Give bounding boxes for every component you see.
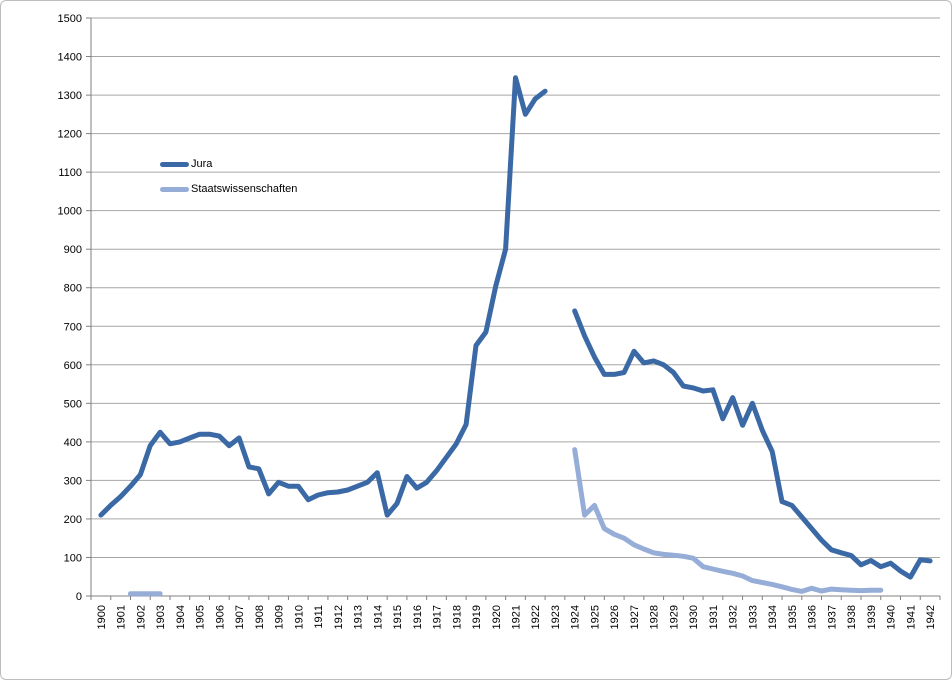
x-tick-label: 1935: [787, 605, 799, 629]
x-tick-label: 1921: [511, 605, 523, 629]
y-tick-label: 700: [64, 321, 82, 333]
x-tick-label: 1928: [649, 605, 661, 629]
x-tick-label: 1922: [530, 605, 542, 629]
y-tick-label: 100: [64, 552, 82, 564]
x-tick-label: 1902: [135, 605, 147, 629]
legend-label-staatswissenschaften: Staatswissenschaften: [191, 183, 298, 195]
y-tick-label: 1100: [58, 167, 82, 179]
legend-label-jura: Jura: [191, 158, 213, 170]
y-tick-label: 400: [64, 437, 82, 449]
x-tick-label: 1940: [886, 605, 898, 629]
y-tick-label: 1400: [58, 52, 82, 64]
x-tick-label: 1908: [254, 605, 266, 629]
x-tick-label: 1934: [767, 605, 779, 629]
x-tick-label: 1933: [747, 605, 759, 629]
x-tick-label: 1910: [293, 605, 305, 629]
x-tick-label: 1937: [826, 605, 838, 629]
x-tick-label: 1911: [313, 605, 325, 629]
x-tick-label: 1924: [570, 605, 582, 629]
y-tick-label: 800: [64, 283, 82, 295]
x-tick-label: 1932: [728, 605, 740, 629]
series-line-jura: [572, 308, 933, 580]
legend: Jura Staatswissenschaften: [160, 152, 297, 202]
x-tick-label: 1925: [589, 605, 601, 629]
x-tick-label: 1931: [708, 605, 720, 629]
x-tick-label: 1906: [214, 605, 226, 629]
y-tick-label: 600: [64, 360, 82, 372]
y-tick-label: 300: [64, 475, 82, 487]
x-tick-label: 1917: [432, 605, 444, 629]
x-tick-label: 1926: [609, 605, 621, 629]
x-tick-label: 1916: [412, 605, 424, 629]
x-tick-label: 1942: [925, 605, 937, 629]
x-tick-label: 1907: [234, 605, 246, 629]
x-tick-label: 1923: [550, 605, 562, 629]
y-tick-label: 0: [76, 591, 82, 603]
x-tick-label: 1904: [175, 605, 187, 629]
y-tick-label: 1200: [58, 129, 82, 141]
x-tick-label: 1919: [471, 605, 483, 629]
x-tick-label: 1903: [155, 605, 167, 629]
x-tick-label: 1930: [688, 605, 700, 629]
x-tick-label: 1915: [392, 605, 404, 629]
legend-item-staatswissenschaften: Staatswissenschaften: [160, 177, 297, 202]
x-tick-label: 1927: [629, 605, 641, 629]
x-tick-label: 1920: [491, 605, 503, 629]
x-tick-label: 1918: [451, 605, 463, 629]
x-tick-label: 1905: [195, 605, 207, 629]
x-tick-label: 1939: [866, 605, 878, 629]
x-tick-label: 1941: [905, 605, 917, 629]
y-tick-label: 1000: [58, 206, 82, 218]
x-tick-label: 1900: [96, 605, 108, 629]
y-tick-label: 900: [64, 244, 82, 256]
legend-swatch-staatswissenschaften: [160, 187, 189, 192]
x-tick-label: 1909: [274, 605, 286, 629]
series-line-staatswissenschaften: [572, 447, 884, 594]
y-tick-label: 200: [64, 514, 82, 526]
legend-item-jura: Jura: [160, 152, 297, 177]
x-tick-label: 1938: [846, 605, 858, 629]
legend-swatch-jura: [160, 162, 189, 167]
y-tick-label: 1500: [58, 13, 82, 25]
x-tick-label: 1901: [116, 605, 128, 629]
x-tick-label: 1912: [333, 605, 345, 629]
y-tick-label: 1300: [58, 90, 82, 102]
x-tick-label: 1929: [668, 605, 680, 629]
x-tick-label: 1914: [372, 605, 384, 629]
y-tick-label: 500: [64, 398, 82, 410]
x-tick-label: 1936: [807, 605, 819, 629]
series-line-jura: [98, 75, 548, 518]
x-tick-label: 1913: [353, 605, 365, 629]
